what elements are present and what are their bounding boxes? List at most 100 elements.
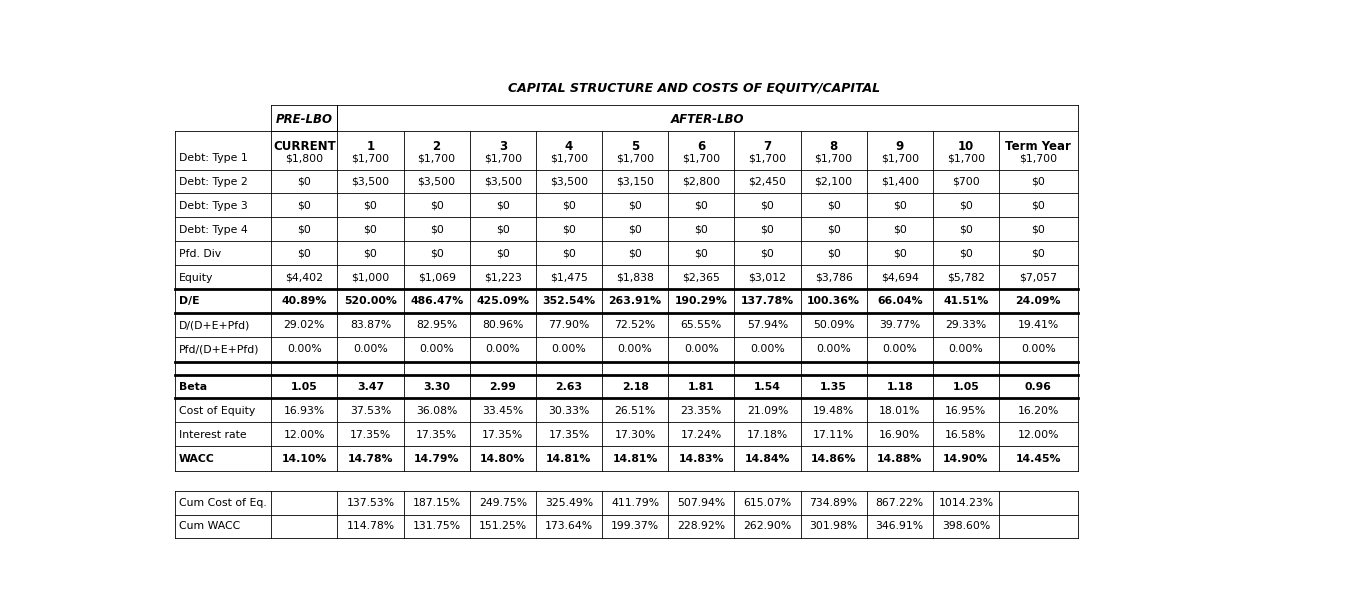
Text: $0: $0 xyxy=(496,249,509,259)
Text: 151.25%: 151.25% xyxy=(478,521,527,531)
Text: WACC: WACC xyxy=(179,454,214,464)
Text: Pfd. Div: Pfd. Div xyxy=(179,249,221,259)
Text: 3: 3 xyxy=(499,140,507,153)
Text: 1: 1 xyxy=(366,140,374,153)
Text: 1.05: 1.05 xyxy=(953,382,980,392)
Text: 33.45%: 33.45% xyxy=(482,406,523,416)
Text: $0: $0 xyxy=(694,201,709,211)
Text: 17.24%: 17.24% xyxy=(680,430,722,440)
Text: 17.35%: 17.35% xyxy=(350,430,392,440)
Text: 17.11%: 17.11% xyxy=(813,430,854,440)
Text: $1,838: $1,838 xyxy=(617,273,654,282)
Text: $0: $0 xyxy=(629,249,642,259)
Text: 12.00%: 12.00% xyxy=(283,430,325,440)
Text: $0: $0 xyxy=(297,225,312,235)
Text: $1,800: $1,800 xyxy=(286,153,324,163)
Text: $0: $0 xyxy=(430,249,443,259)
Text: 26.51%: 26.51% xyxy=(614,406,656,416)
Text: $0: $0 xyxy=(363,201,378,211)
Text: 40.89%: 40.89% xyxy=(282,297,327,306)
Text: $3,500: $3,500 xyxy=(550,177,588,187)
Text: $0: $0 xyxy=(1031,177,1045,187)
Text: 486.47%: 486.47% xyxy=(411,297,463,306)
Text: $1,700: $1,700 xyxy=(1019,153,1057,163)
Text: 1.81: 1.81 xyxy=(688,382,714,392)
Text: $1,700: $1,700 xyxy=(617,153,654,163)
Text: 14.78%: 14.78% xyxy=(348,454,393,464)
Text: $0: $0 xyxy=(629,201,642,211)
Text: 14.45%: 14.45% xyxy=(1016,454,1061,464)
Text: 1.05: 1.05 xyxy=(291,382,317,392)
Text: 1.54: 1.54 xyxy=(753,382,780,392)
Text: 411.79%: 411.79% xyxy=(611,498,659,508)
Text: 262.90%: 262.90% xyxy=(744,521,791,531)
Text: $0: $0 xyxy=(893,201,906,211)
Text: 16.20%: 16.20% xyxy=(1018,406,1060,416)
Text: 19.41%: 19.41% xyxy=(1018,321,1060,330)
Text: 199.37%: 199.37% xyxy=(611,521,659,531)
Text: $3,500: $3,500 xyxy=(351,177,389,187)
Text: Beta: Beta xyxy=(179,382,207,392)
Text: Pfd/(D+E+Pfd): Pfd/(D+E+Pfd) xyxy=(179,344,259,354)
Text: Cost of Equity: Cost of Equity xyxy=(179,406,255,416)
Text: $0: $0 xyxy=(496,225,509,235)
Text: Equity: Equity xyxy=(179,273,213,282)
Text: 9: 9 xyxy=(896,140,904,153)
Text: $4,402: $4,402 xyxy=(286,273,324,282)
Text: 57.94%: 57.94% xyxy=(747,321,789,330)
Text: $2,365: $2,365 xyxy=(683,273,721,282)
Text: 137.53%: 137.53% xyxy=(347,498,394,508)
Text: 14.79%: 14.79% xyxy=(413,454,459,464)
Text: 0.00%: 0.00% xyxy=(816,344,851,354)
Text: 8: 8 xyxy=(829,140,837,153)
Text: 14.10%: 14.10% xyxy=(282,454,327,464)
Text: $0: $0 xyxy=(297,249,312,259)
Text: 398.60%: 398.60% xyxy=(942,521,991,531)
Text: $3,012: $3,012 xyxy=(748,273,786,282)
Text: $0: $0 xyxy=(760,225,774,235)
Text: $2,800: $2,800 xyxy=(682,177,721,187)
Text: 615.07%: 615.07% xyxy=(744,498,791,508)
Text: 10: 10 xyxy=(958,140,974,153)
Text: 190.29%: 190.29% xyxy=(675,297,728,306)
Text: PRE-LBO: PRE-LBO xyxy=(276,113,333,127)
Text: 24.09%: 24.09% xyxy=(1016,297,1061,306)
Text: 14.88%: 14.88% xyxy=(877,454,923,464)
Text: $0: $0 xyxy=(430,201,443,211)
Text: $0: $0 xyxy=(562,201,576,211)
Text: 4: 4 xyxy=(565,140,573,153)
Text: Debt: Type 1: Debt: Type 1 xyxy=(179,153,248,163)
Text: 0.00%: 0.00% xyxy=(684,344,718,354)
Text: $1,700: $1,700 xyxy=(748,153,786,163)
Text: $0: $0 xyxy=(1031,249,1045,259)
Text: 0.00%: 0.00% xyxy=(948,344,984,354)
Text: 77.90%: 77.90% xyxy=(549,321,589,330)
Text: 867.22%: 867.22% xyxy=(875,498,924,508)
Text: 83.87%: 83.87% xyxy=(350,321,392,330)
Text: 3.30: 3.30 xyxy=(423,382,450,392)
Text: 3.47: 3.47 xyxy=(356,382,383,392)
Text: 507.94%: 507.94% xyxy=(678,498,725,508)
Text: 2: 2 xyxy=(432,140,440,153)
Text: 30.33%: 30.33% xyxy=(549,406,589,416)
Text: $4,694: $4,694 xyxy=(881,273,919,282)
Text: $1,475: $1,475 xyxy=(550,273,588,282)
Text: 1.35: 1.35 xyxy=(820,382,847,392)
Text: 346.91%: 346.91% xyxy=(875,521,924,531)
Text: $0: $0 xyxy=(430,225,443,235)
Text: $0: $0 xyxy=(694,249,709,259)
Text: 12.00%: 12.00% xyxy=(1018,430,1060,440)
Text: AFTER-LBO: AFTER-LBO xyxy=(671,113,744,127)
Text: 65.55%: 65.55% xyxy=(680,321,722,330)
Text: $2,100: $2,100 xyxy=(814,177,852,187)
Text: 425.09%: 425.09% xyxy=(477,297,530,306)
Text: 0.00%: 0.00% xyxy=(751,344,785,354)
Text: 1014.23%: 1014.23% xyxy=(938,498,993,508)
Text: 131.75%: 131.75% xyxy=(412,521,461,531)
Text: 39.77%: 39.77% xyxy=(879,321,920,330)
Text: 352.54%: 352.54% xyxy=(542,297,595,306)
Text: 0.00%: 0.00% xyxy=(551,344,587,354)
Text: 100.36%: 100.36% xyxy=(808,297,860,306)
Text: $1,700: $1,700 xyxy=(417,153,455,163)
Text: $0: $0 xyxy=(297,177,312,187)
